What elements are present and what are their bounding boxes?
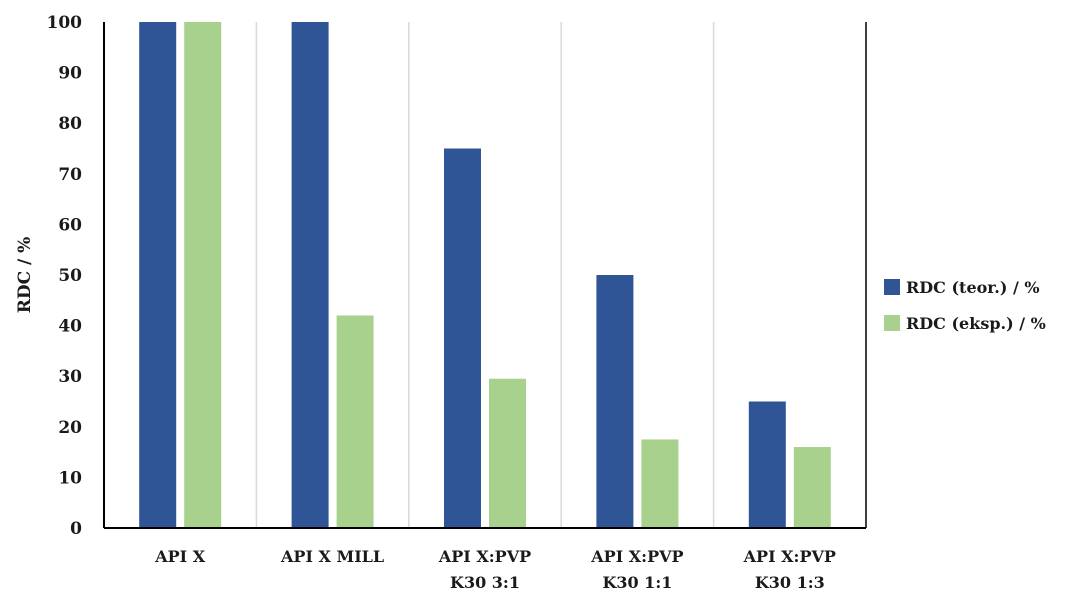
- x-category-label: K30 1:1: [602, 573, 672, 592]
- legend-swatch-1: [884, 279, 900, 295]
- y-tick-label: 60: [58, 215, 82, 235]
- x-category-label: K30 1:3: [755, 573, 825, 592]
- bar-series-2-cat-3: [489, 378, 526, 528]
- y-axis-title: RDC / %: [15, 237, 35, 314]
- x-category-label: API X: [154, 547, 206, 566]
- bar-series-2-cat-1: [184, 22, 222, 528]
- y-tick-label: 50: [58, 266, 82, 286]
- y-tick-label: 20: [58, 418, 82, 438]
- bar-series-1-cat-1: [139, 22, 177, 528]
- bar-series-2-cat-2: [336, 315, 374, 528]
- bar-series-2-cat-4: [641, 439, 679, 528]
- x-category-label: API X MILL: [280, 547, 384, 566]
- y-tick-label: 90: [58, 64, 82, 84]
- y-tick-label: 80: [58, 114, 82, 134]
- bar-series-1-cat-4: [596, 275, 634, 528]
- bar-series-1-cat-2: [291, 22, 329, 528]
- x-category-label: K30 3:1: [450, 573, 520, 592]
- x-category-label: API X:PVP: [590, 547, 683, 566]
- y-tick-label: 70: [58, 165, 82, 185]
- y-tick-label: 30: [58, 367, 82, 387]
- y-tick-label: 100: [47, 13, 83, 33]
- x-category-label: API X:PVP: [743, 547, 836, 566]
- legend-swatch-2: [884, 315, 900, 331]
- bar-series-1-cat-5: [748, 401, 786, 528]
- bar-series-2-cat-5: [793, 447, 831, 528]
- x-category-label: API X:PVP: [438, 547, 531, 566]
- legend-label-2: RDC (eksp.) / %: [906, 314, 1046, 333]
- y-tick-label: 40: [58, 317, 82, 337]
- y-tick-label: 10: [58, 468, 82, 488]
- bar-series-1-cat-3: [444, 148, 481, 528]
- y-tick-label: 0: [70, 519, 82, 539]
- legend-label-1: RDC (teor.) / %: [906, 278, 1040, 297]
